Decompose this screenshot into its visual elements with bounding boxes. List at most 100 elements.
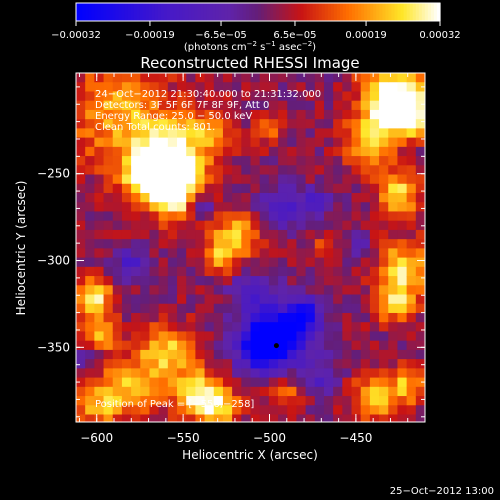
heatmap-cell [415, 248, 425, 259]
heatmap-cell [232, 322, 242, 332]
colorbar-tick-label: −0.00019 [125, 30, 175, 41]
heatmap-cell [406, 174, 417, 185]
annotation-time-range: 24−Oct−2012 21:30:40.000 to 21:31:32.000 [95, 89, 321, 100]
colorbar-segment [97, 3, 101, 21]
heatmap-cell [397, 359, 408, 369]
heatmap-cell [149, 165, 160, 175]
heatmap-cell [351, 285, 362, 295]
heatmap-cell [388, 368, 398, 379]
heatmap-cell [296, 405, 307, 415]
heatmap-cell [323, 303, 334, 314]
heatmap-cell [177, 340, 187, 351]
heatmap-cell [287, 322, 297, 332]
heatmap-cell [131, 405, 141, 415]
heatmap-cell [103, 183, 114, 194]
heatmap-cell [213, 192, 224, 203]
heatmap-cell [158, 322, 169, 332]
heatmap-cell [388, 239, 398, 249]
heatmap-cell [232, 73, 242, 83]
heatmap-cell [167, 359, 178, 369]
heatmap-cell [112, 91, 123, 102]
heatmap-cell [140, 146, 150, 157]
heatmap-cell [323, 266, 334, 277]
heatmap-cell [351, 239, 362, 249]
heatmap-cell [388, 211, 398, 222]
colorbar-segment [179, 3, 183, 21]
heatmap-cell [76, 156, 86, 166]
heatmap-cell [186, 156, 196, 166]
heatmap-cell [314, 100, 325, 111]
heatmap-cell [314, 128, 325, 139]
heatmap-cell [351, 100, 362, 111]
heatmap-cell [140, 211, 150, 222]
heatmap-cell [131, 359, 141, 369]
colorbar-segment [212, 3, 217, 21]
colorbar-tick-label: 0.00032 [419, 30, 460, 41]
heatmap-cell [379, 202, 389, 212]
heatmap-cell [213, 211, 224, 222]
heatmap-cell [241, 119, 251, 129]
heatmap-cell [406, 285, 417, 295]
heatmap-cell [333, 239, 343, 249]
heatmap-cell [360, 174, 371, 185]
heatmap-cell [167, 340, 178, 351]
heatmap-cell [94, 294, 105, 305]
heatmap-cell [314, 91, 325, 102]
heatmap-cell [232, 386, 242, 397]
heatmap-cell [250, 303, 261, 314]
heatmap-cell [232, 100, 242, 111]
heatmap-cell [186, 368, 196, 379]
heatmap-cell [241, 146, 251, 157]
colorbar-segment [173, 3, 177, 21]
heatmap-cell [268, 202, 279, 212]
colorbar-segment [106, 3, 110, 21]
colorbar-segment [224, 3, 229, 21]
heatmap-cell [112, 285, 123, 295]
heatmap-cell [112, 165, 123, 175]
heatmap-cell [140, 183, 150, 194]
heatmap-cell [222, 405, 233, 415]
heatmap-cell [415, 82, 425, 92]
heatmap-cell [323, 128, 334, 139]
heatmap-cell [103, 211, 114, 222]
heatmap-cell [388, 229, 398, 240]
heatmap-cell [213, 156, 224, 166]
heatmap-cell [149, 285, 160, 295]
heatmap-cell [323, 285, 334, 295]
heatmap-cell [250, 183, 261, 194]
heatmap-cell [222, 109, 233, 120]
heatmap-cell [222, 276, 233, 286]
heatmap-cell [94, 396, 105, 406]
chart-title: Reconstructed RHESSI Image [140, 54, 359, 72]
heatmap-cell [268, 137, 279, 148]
heatmap-cell [177, 183, 187, 194]
heatmap-cell [379, 239, 389, 249]
heatmap-cell [259, 174, 270, 185]
heatmap-cell [296, 303, 307, 314]
heatmap-cell [85, 165, 95, 175]
heatmap-cell [323, 82, 334, 92]
heatmap-cell [379, 322, 389, 332]
heatmap-cell [323, 248, 334, 259]
heatmap-cell [268, 248, 279, 259]
heatmap-cell [131, 285, 141, 295]
heatmap-cell [112, 349, 123, 360]
heatmap-cell [305, 368, 316, 379]
heatmap-cell [232, 229, 242, 240]
heatmap-cell [287, 82, 297, 92]
heatmap-cell [140, 266, 150, 277]
heatmap-cell [323, 220, 334, 231]
heatmap-cell [278, 109, 288, 120]
heatmap-cell [397, 165, 408, 175]
heatmap-cell [195, 202, 206, 212]
heatmap-cell [195, 322, 206, 332]
heatmap-cell [360, 294, 371, 305]
heatmap-cell [103, 340, 114, 351]
heatmap-cell [369, 119, 380, 129]
heatmap-cell [305, 331, 316, 342]
heatmap-cell [369, 377, 380, 388]
heatmap-cell [131, 183, 141, 194]
heatmap-cell [250, 377, 261, 388]
heatmap-cell [76, 229, 86, 240]
heatmap-cell [397, 183, 408, 194]
